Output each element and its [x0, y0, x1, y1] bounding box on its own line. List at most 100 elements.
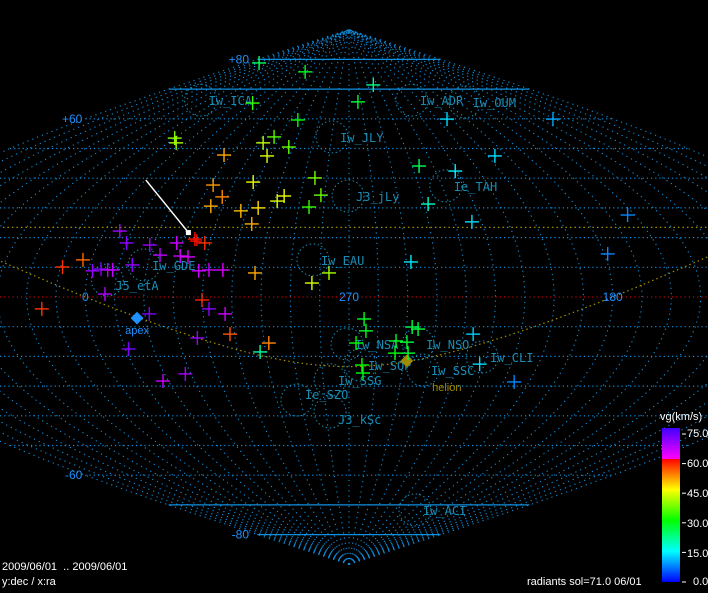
radiant-marker — [191, 263, 206, 278]
meridian-line — [348, 29, 672, 565]
dec-tick-label: -80 — [232, 528, 250, 542]
radiant-marker — [405, 319, 420, 334]
meridian-line — [348, 29, 467, 565]
meridian-line — [348, 29, 379, 565]
shower-label: J5_etA — [115, 279, 159, 293]
apex-label: apex — [125, 325, 149, 337]
radiant-marker — [245, 96, 260, 111]
shower-label: J3_jLy — [356, 190, 399, 204]
colorbar-tick-label: 60.0 — [687, 458, 708, 470]
radiant-marker — [507, 374, 522, 389]
radiant-marker — [215, 262, 230, 277]
colorbar-tick-label: 45.0 — [687, 488, 708, 500]
radiant-marker — [388, 346, 403, 361]
shower-label: Iw_OUM — [473, 96, 516, 110]
meridian-line — [348, 29, 497, 565]
colorbar — [662, 428, 680, 582]
shower-label: Iw_SSG — [338, 374, 381, 388]
radiant-marker — [112, 224, 127, 239]
radiant-marker — [321, 265, 336, 280]
meridian-line — [348, 29, 708, 565]
radiant-marker — [223, 327, 238, 342]
radiant-marker — [290, 112, 305, 127]
shower-label: Iw_NSA — [355, 338, 399, 352]
shower-label: Iw_ICA — [209, 94, 253, 108]
radiant-marker — [119, 235, 134, 250]
radiant-marker — [93, 262, 108, 277]
radiant-marker — [448, 164, 463, 179]
shower-label: Iw_ADR — [420, 94, 464, 108]
shower-label: Iw_JLY — [340, 131, 384, 145]
meridian-line — [55, 29, 350, 565]
radiant-marker — [55, 260, 70, 275]
radiant-marker — [545, 112, 560, 127]
meridian-line — [0, 29, 350, 565]
radiant-marker — [421, 197, 436, 212]
radiant-marker — [472, 357, 487, 372]
radiant-marker — [153, 248, 168, 263]
radiant-marker — [85, 263, 100, 278]
highlighted-radiant-marker — [187, 232, 202, 247]
meridian-line — [260, 29, 350, 565]
helion-label: helion — [432, 382, 461, 394]
meridian-line — [348, 29, 702, 565]
shower-label: Ie_TAH — [454, 180, 497, 194]
colorbar-tick-label: 0.0 — [693, 576, 708, 588]
meridian-line — [143, 29, 350, 565]
radiant-marker — [169, 135, 184, 150]
radiant-marker — [203, 199, 218, 214]
shower-circle — [395, 83, 429, 117]
shower-label: Iw_EAU — [321, 254, 364, 268]
radiant-marker — [244, 216, 259, 231]
radiant-marker — [267, 129, 282, 144]
shower-circle — [315, 120, 349, 154]
radiant-marker — [201, 262, 216, 277]
radiant-marker — [233, 203, 248, 218]
radiant-marker — [251, 200, 266, 215]
radiant-marker — [260, 148, 275, 163]
radiant-marker — [298, 64, 313, 79]
radiant-marker — [190, 330, 205, 345]
radiant-marker — [142, 238, 157, 253]
radiant-marker — [277, 189, 292, 204]
colorbar-title: vg(km/s) — [660, 411, 703, 423]
meridian-line — [348, 29, 555, 565]
radiant-marker — [215, 189, 230, 204]
shower-circle — [184, 83, 218, 117]
shower-label: Iw_SQP — [368, 359, 411, 373]
ra-tick-label: 0 — [82, 290, 89, 304]
radiant-marker — [358, 323, 373, 338]
meridian-line — [348, 29, 438, 565]
meridian-line — [231, 29, 350, 565]
radiant-marker — [600, 246, 615, 261]
apex-marker — [130, 311, 144, 325]
meridian-line — [201, 29, 350, 565]
meridian-line — [348, 29, 708, 565]
radiant-marker — [218, 306, 233, 321]
radiant-marker — [412, 159, 427, 174]
radiant-marker — [281, 140, 296, 155]
shower-label: Iw_SSC — [431, 364, 474, 378]
radiant-marker — [75, 252, 90, 267]
radiant-marker — [169, 235, 184, 250]
meridian-line — [0, 29, 350, 565]
shower-label: Iw_NSO — [426, 338, 469, 352]
shower-label: Iw_CLI — [490, 351, 533, 365]
shower-circle — [127, 248, 161, 282]
colorbar-tick-label: 75.0 — [687, 428, 708, 440]
shower-circle — [90, 263, 124, 297]
radiant-marker — [121, 341, 136, 356]
ra-tick-label: 180 — [603, 290, 623, 304]
radiant-marker — [464, 214, 479, 229]
radiant-marker — [97, 287, 112, 302]
meridian-line — [289, 29, 350, 565]
shower-circle — [398, 493, 432, 527]
radiant-marker — [201, 301, 216, 316]
meridian-line — [348, 29, 409, 565]
radiant-marker — [248, 265, 263, 280]
radiant-marker — [194, 292, 209, 307]
radiant-marker — [197, 235, 212, 250]
radiant-marker — [399, 335, 414, 350]
radiant-marker — [313, 188, 328, 203]
radiant-marker — [389, 333, 404, 348]
